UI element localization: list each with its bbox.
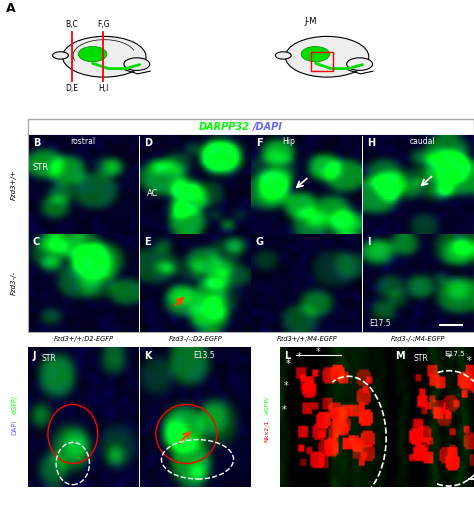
- Text: C: C: [33, 237, 40, 246]
- Text: *: *: [447, 353, 451, 363]
- Text: *: *: [297, 352, 302, 362]
- Text: E17.5: E17.5: [444, 351, 465, 357]
- Text: Hip: Hip: [283, 138, 295, 147]
- Text: D,E: D,E: [65, 84, 79, 93]
- Text: DARPP32: DARPP32: [199, 123, 250, 132]
- Text: E13.5: E13.5: [193, 351, 215, 360]
- Text: eGFP/: eGFP/: [11, 395, 17, 414]
- Text: *: *: [284, 381, 289, 391]
- Text: E17.5: E17.5: [369, 319, 391, 328]
- Text: Fzd3+/+;D2-EGFP: Fzd3+/+;D2-EGFP: [54, 336, 114, 342]
- Ellipse shape: [53, 52, 68, 59]
- Text: STR: STR: [33, 163, 49, 172]
- Text: Nkx2-1: Nkx2-1: [264, 420, 269, 442]
- Text: H,I: H,I: [98, 84, 109, 93]
- Text: Fzd3-/-: Fzd3-/-: [11, 271, 17, 295]
- Text: STR: STR: [42, 354, 56, 363]
- Text: E: E: [144, 237, 151, 246]
- Text: Fzd3+/+;M4-EGFP: Fzd3+/+;M4-EGFP: [276, 336, 337, 342]
- Ellipse shape: [346, 58, 373, 71]
- Text: K: K: [144, 351, 152, 361]
- Text: J-M: J-M: [304, 18, 317, 26]
- Text: B: B: [33, 139, 40, 148]
- Text: *: *: [282, 405, 286, 415]
- Text: *: *: [466, 356, 471, 366]
- Bar: [311, 52, 333, 71]
- Text: M: M: [395, 351, 405, 361]
- Text: Fzd3+/+: Fzd3+/+: [11, 169, 17, 200]
- Ellipse shape: [275, 52, 291, 59]
- Text: G: G: [255, 237, 264, 246]
- Text: J: J: [33, 351, 36, 361]
- Text: /DAPI: /DAPI: [253, 123, 283, 132]
- Ellipse shape: [285, 37, 369, 77]
- Text: rostral: rostral: [71, 138, 96, 147]
- Text: Fzd3-/-;M4-EGFP: Fzd3-/-;M4-EGFP: [391, 336, 445, 342]
- Text: STR: STR: [413, 354, 428, 363]
- Text: H: H: [367, 139, 375, 148]
- Text: A: A: [6, 3, 15, 15]
- Text: I: I: [367, 237, 371, 246]
- Ellipse shape: [63, 37, 146, 77]
- Ellipse shape: [301, 47, 329, 62]
- Text: DAPI: DAPI: [11, 420, 17, 435]
- Text: D: D: [144, 139, 152, 148]
- Text: *: *: [286, 358, 291, 369]
- Ellipse shape: [124, 58, 150, 71]
- Ellipse shape: [78, 47, 107, 62]
- Text: eGFP/: eGFP/: [264, 396, 269, 414]
- Text: caudal: caudal: [409, 138, 435, 147]
- Text: F,G: F,G: [97, 20, 109, 29]
- Text: L: L: [284, 351, 291, 361]
- Text: *: *: [316, 347, 321, 357]
- Text: AC: AC: [146, 190, 158, 199]
- Text: Fzd3-/-;D2-EGFP: Fzd3-/-;D2-EGFP: [168, 336, 222, 342]
- Text: F: F: [255, 139, 262, 148]
- Text: B,C: B,C: [66, 20, 78, 29]
